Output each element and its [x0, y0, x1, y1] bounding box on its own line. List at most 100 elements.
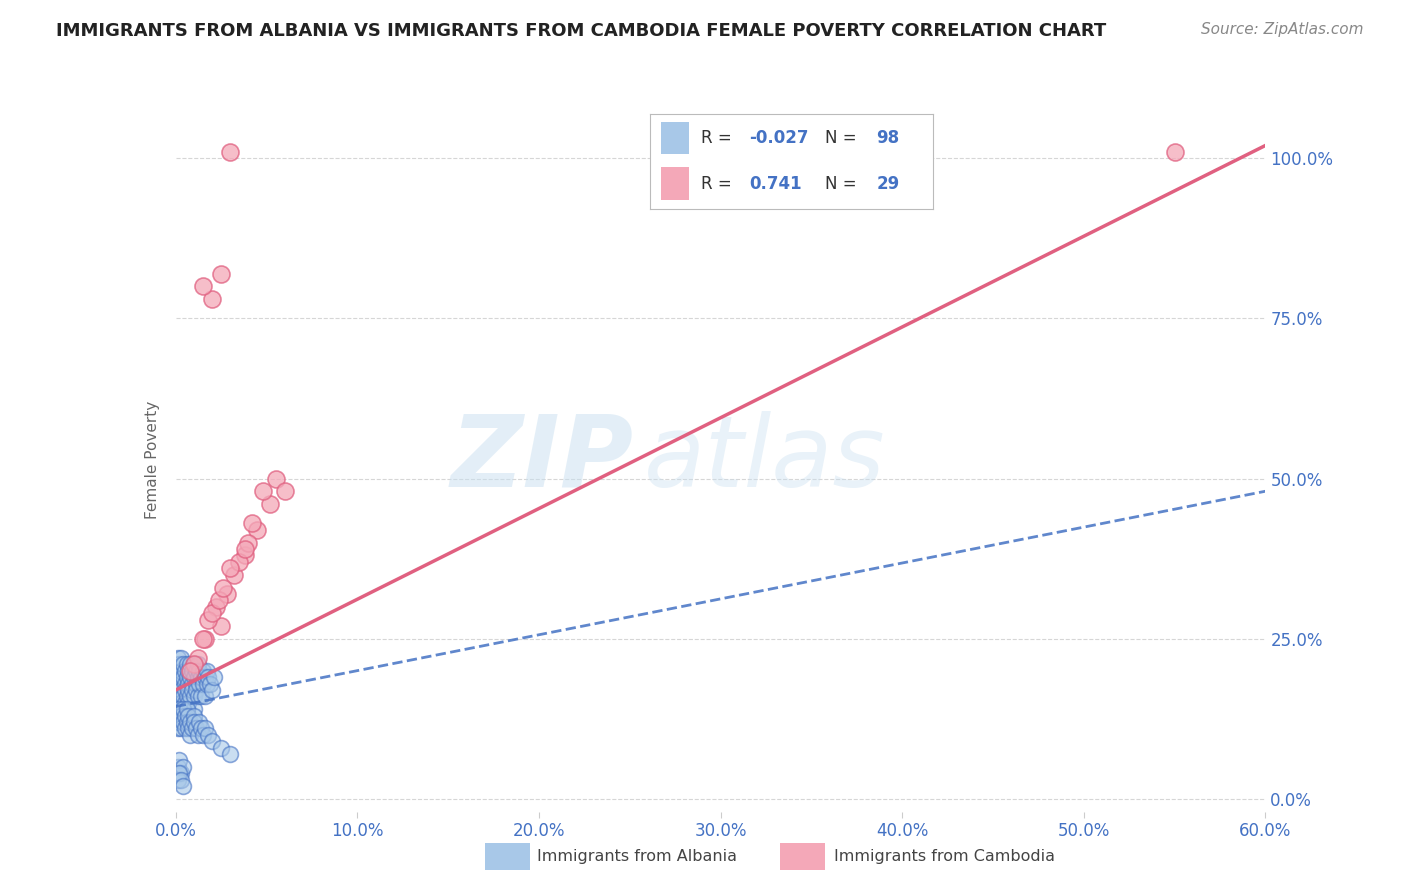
Point: [166, 683, 188, 698]
Point: [264, 472, 287, 486]
Point: [172, 714, 194, 729]
Point: [170, 772, 193, 787]
Point: [197, 670, 219, 684]
Point: [165, 714, 187, 729]
Text: Immigrants from Albania: Immigrants from Albania: [537, 849, 737, 863]
Point: [188, 676, 211, 690]
Point: [183, 702, 205, 716]
Point: [183, 690, 205, 704]
Point: [172, 779, 194, 793]
Point: [169, 670, 191, 684]
Point: [259, 497, 281, 511]
Point: [228, 555, 250, 569]
Point: [176, 714, 198, 729]
Point: [219, 145, 242, 159]
Point: [191, 728, 214, 742]
Point: [183, 657, 205, 672]
Text: Source: ZipAtlas.com: Source: ZipAtlas.com: [1201, 22, 1364, 37]
Point: [170, 651, 193, 665]
Point: [184, 722, 207, 736]
Point: [183, 708, 205, 723]
Point: [184, 676, 207, 690]
Point: [169, 702, 191, 716]
Point: [172, 760, 194, 774]
Point: [170, 683, 193, 698]
Point: [177, 696, 200, 710]
Point: [201, 292, 224, 306]
Point: [195, 676, 218, 690]
Point: [201, 683, 224, 698]
Point: [169, 676, 191, 690]
Point: [209, 740, 232, 755]
Point: [201, 606, 224, 620]
Point: [191, 664, 214, 678]
Point: [240, 516, 263, 531]
Point: [191, 632, 214, 646]
Point: [200, 676, 222, 690]
Point: [204, 599, 226, 614]
Point: [166, 772, 188, 787]
Point: [177, 708, 200, 723]
Point: [170, 696, 193, 710]
Point: [186, 728, 209, 742]
Point: [186, 690, 209, 704]
Point: [173, 683, 195, 698]
Point: [202, 670, 225, 684]
Text: IMMIGRANTS FROM ALBANIA VS IMMIGRANTS FROM CAMBODIA FEMALE POVERTY CORRELATION C: IMMIGRANTS FROM ALBANIA VS IMMIGRANTS FR…: [56, 22, 1107, 40]
Point: [181, 683, 204, 698]
Point: [194, 690, 217, 704]
Point: [173, 708, 195, 723]
Point: [219, 561, 242, 575]
Point: [179, 690, 201, 704]
Point: [172, 702, 194, 716]
Point: [238, 535, 260, 549]
Point: [274, 484, 297, 499]
Point: [166, 696, 188, 710]
Point: [191, 676, 214, 690]
Point: [219, 747, 242, 761]
Text: Immigrants from Cambodia: Immigrants from Cambodia: [834, 849, 1054, 863]
Point: [194, 632, 217, 646]
Point: [215, 587, 238, 601]
Point: [177, 683, 200, 698]
Point: [181, 664, 204, 678]
Text: atlas: atlas: [644, 411, 886, 508]
Point: [172, 702, 194, 716]
Point: [194, 722, 217, 736]
Point: [188, 714, 211, 729]
Point: [179, 670, 201, 684]
Point: [246, 523, 269, 537]
Point: [173, 664, 195, 678]
Point: [166, 664, 188, 678]
Point: [176, 702, 198, 716]
Point: [190, 722, 212, 736]
Point: [177, 664, 200, 678]
Point: [209, 619, 232, 633]
Point: [194, 670, 217, 684]
Point: [169, 766, 191, 780]
Point: [201, 734, 224, 748]
Y-axis label: Female Poverty: Female Poverty: [145, 401, 160, 518]
Point: [172, 657, 194, 672]
Point: [212, 581, 235, 595]
Point: [181, 722, 204, 736]
Point: [252, 484, 274, 499]
Point: [1163, 145, 1185, 159]
Point: [233, 549, 256, 563]
Point: [195, 664, 218, 678]
Point: [190, 670, 212, 684]
Point: [208, 593, 231, 607]
Point: [177, 676, 200, 690]
Point: [233, 542, 256, 557]
Point: [183, 670, 205, 684]
Point: [181, 676, 204, 690]
Point: [177, 722, 200, 736]
Point: [179, 714, 201, 729]
Point: [188, 664, 211, 678]
Point: [166, 651, 188, 665]
Point: [176, 670, 198, 684]
Point: [222, 567, 245, 582]
Point: [190, 690, 212, 704]
Point: [169, 714, 191, 729]
Point: [186, 657, 209, 672]
